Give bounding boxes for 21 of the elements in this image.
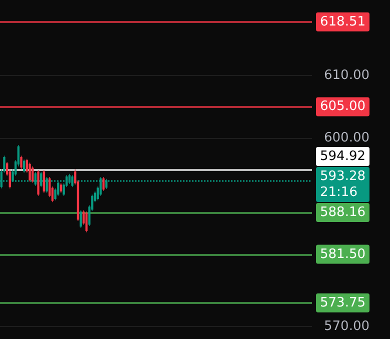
candlestick	[42, 170, 46, 194]
candlestick	[32, 166, 34, 184]
candlestick	[80, 210, 82, 228]
ref-line-label: 581.50	[320, 246, 366, 262]
candlestick	[85, 211, 88, 233]
candlestick	[28, 162, 31, 182]
candlestick	[68, 174, 71, 184]
y-tick-label: 570.00	[324, 318, 370, 334]
ref-line-label: 588.16	[320, 204, 366, 220]
candlestick	[23, 159, 26, 173]
candlestick	[71, 174, 74, 188]
candlestick	[60, 182, 62, 194]
y-tick-label: 600.00	[324, 130, 370, 146]
ref-line-label: 605.00	[320, 99, 366, 114]
ref-line-label: 618.51	[320, 14, 366, 30]
candlestick	[37, 170, 40, 196]
ref-line-label: 573.75	[320, 295, 366, 310]
candlestick	[20, 155, 22, 170]
ref-line-label: 593.28 21:16	[320, 168, 366, 200]
y-tick-label: 610.00	[324, 68, 370, 83]
ref-line-label: 594.92	[320, 148, 366, 164]
